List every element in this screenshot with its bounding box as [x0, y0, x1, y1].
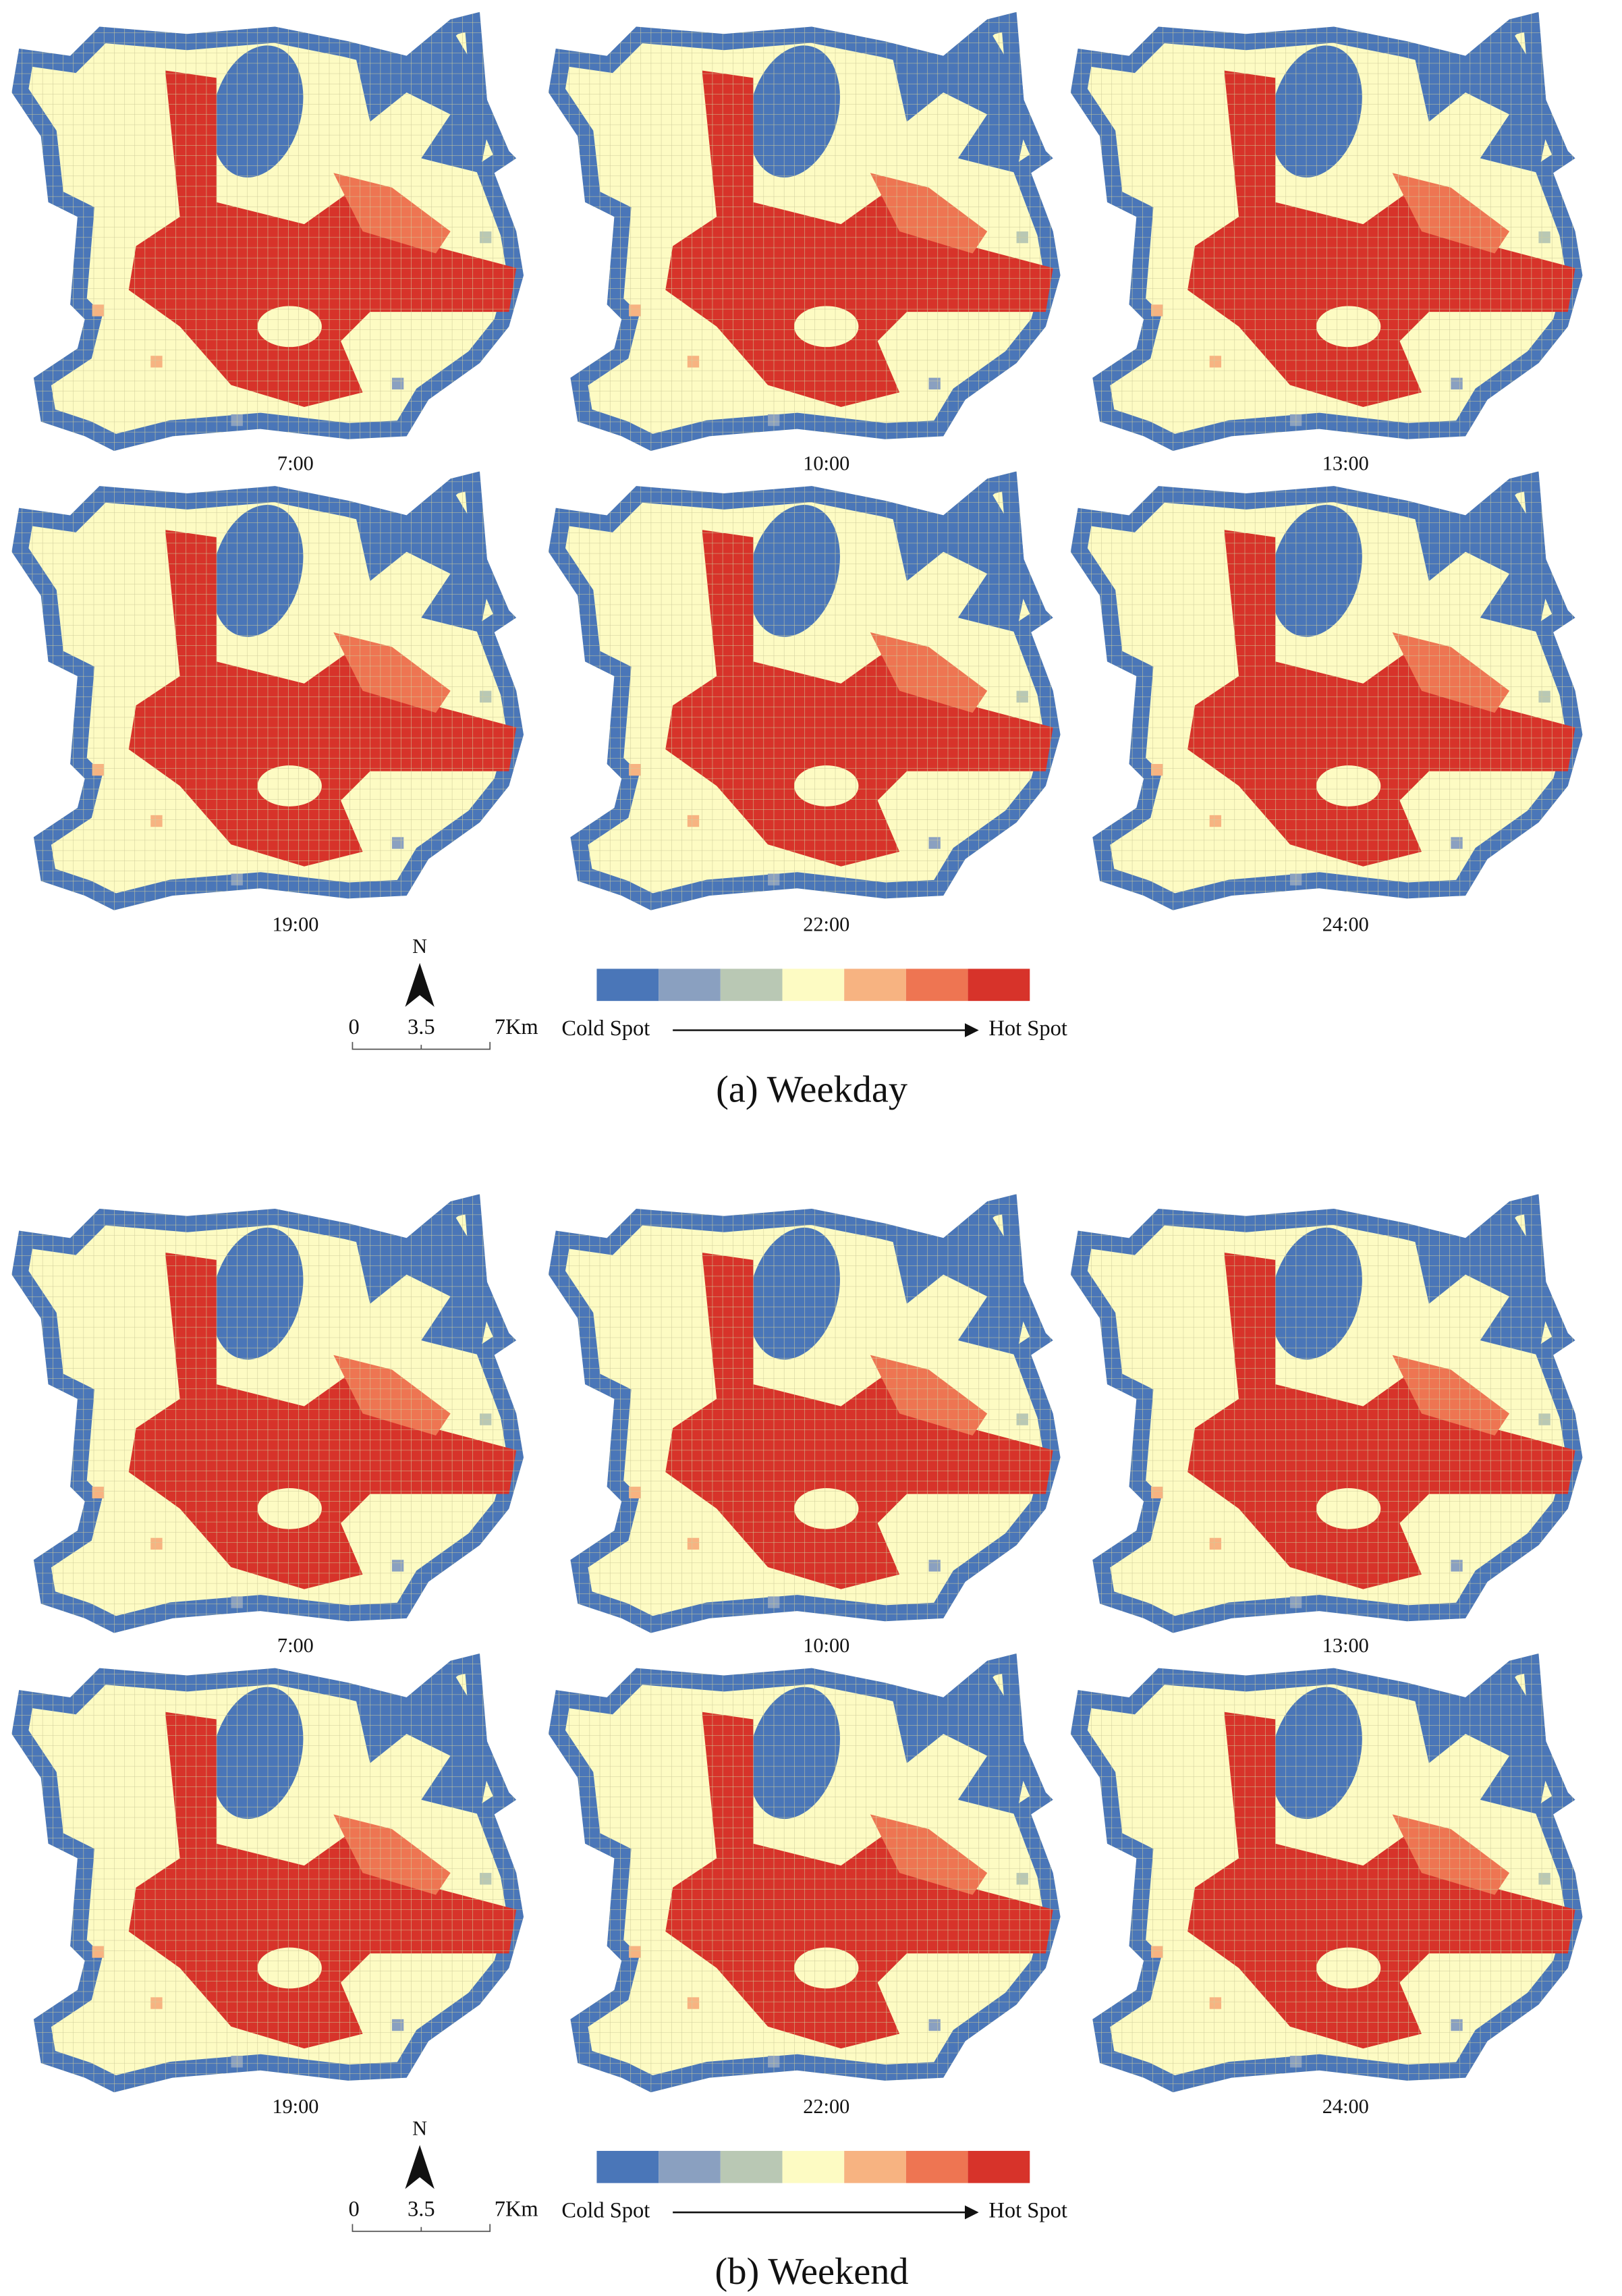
- map-label: 10:00: [803, 1634, 849, 1657]
- north-label: N: [412, 2117, 427, 2140]
- north-label: N: [412, 935, 427, 958]
- legend-swatch: [659, 968, 721, 1002]
- map-label: 22:00: [803, 2095, 849, 2118]
- legend-swatch: [968, 2150, 1030, 2183]
- legend-swatch: [844, 2150, 906, 2183]
- hotspot-map: [541, 464, 1067, 918]
- legend-swatch: [782, 968, 845, 1002]
- hotspot-map: [1063, 5, 1590, 458]
- scale-label: 7Km: [495, 2197, 538, 2221]
- map-label: 24:00: [1322, 2095, 1369, 2118]
- legend-swatch: [596, 968, 659, 1002]
- scale-label: 0: [348, 1015, 359, 1039]
- map-label: 19:00: [272, 2095, 318, 2118]
- hotspot-map: [5, 1186, 531, 1640]
- north-arrow: [405, 2145, 435, 2189]
- hotspot-map: [5, 1646, 531, 2100]
- hotspot-map: [1063, 464, 1590, 918]
- scale-bar: [352, 1041, 491, 1050]
- legend-swatch: [596, 2150, 659, 2183]
- map-label: 22:00: [803, 913, 849, 936]
- legend-swatch: [659, 2150, 721, 2183]
- legend-hot-label: Hot Spot: [988, 2198, 1067, 2222]
- legend-swatch: [905, 2150, 968, 2183]
- hotspot-map: [1063, 1646, 1590, 2100]
- legend-hot-label: Hot Spot: [988, 1016, 1067, 1041]
- scale-label: 0: [348, 2197, 359, 2221]
- map-label: 24:00: [1322, 913, 1369, 936]
- north-arrow: [405, 962, 435, 1007]
- legend-swatch: [968, 968, 1030, 1002]
- hotspot-map: [541, 1186, 1067, 1640]
- legend-swatch: [782, 2150, 845, 2183]
- hotspot-map: [541, 1646, 1067, 2100]
- map-label: 13:00: [1322, 452, 1369, 475]
- scale-bar: [352, 2224, 491, 2233]
- hotspot-map: [5, 5, 531, 458]
- map-label: 7:00: [277, 1634, 314, 1657]
- panel-caption: (a) Weekday: [716, 1069, 907, 1111]
- scale-label: 3.5: [408, 1015, 435, 1039]
- legend-swatch: [720, 968, 783, 1002]
- map-label: 13:00: [1322, 1634, 1369, 1657]
- hotspot-map: [5, 464, 531, 918]
- map-label: 7:00: [277, 452, 314, 475]
- legend-cold-label: Cold Spot: [561, 2198, 650, 2222]
- legend-swatch: [720, 2150, 783, 2183]
- map-label: 10:00: [803, 452, 849, 475]
- panel-caption: (b) Weekend: [715, 2251, 909, 2293]
- hotspot-map: [1063, 1186, 1590, 1640]
- legend-cold-label: Cold Spot: [561, 1016, 650, 1041]
- scale-label: 3.5: [408, 2197, 435, 2221]
- legend-swatch: [844, 968, 906, 1002]
- map-label: 19:00: [272, 913, 318, 936]
- hotspot-map: [541, 5, 1067, 458]
- scale-label: 7Km: [495, 1015, 538, 1039]
- legend-swatch: [905, 968, 968, 1002]
